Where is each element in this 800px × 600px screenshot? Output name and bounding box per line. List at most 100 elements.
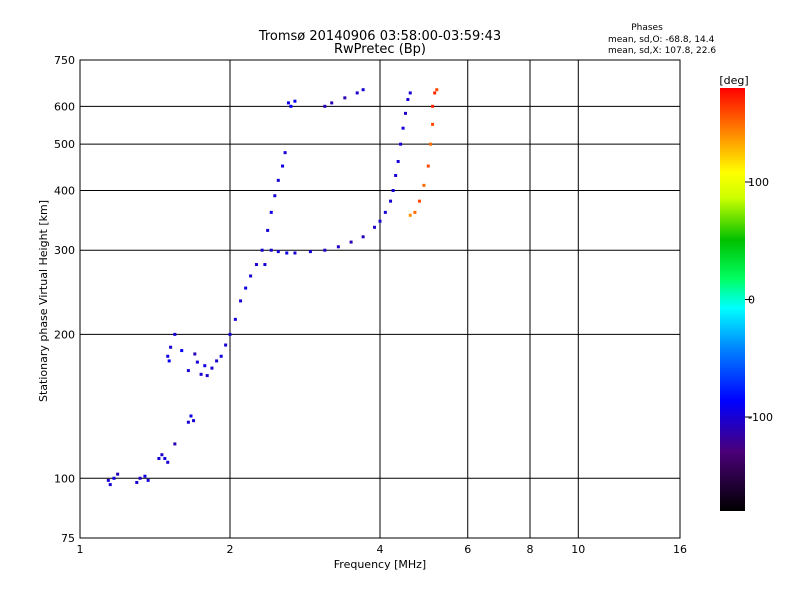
data-point — [435, 88, 439, 92]
y-tick-label: 600 — [54, 100, 75, 113]
data-point — [219, 354, 223, 358]
data-point — [143, 474, 147, 478]
x-tick-label: 16 — [673, 543, 687, 556]
data-point — [343, 96, 347, 100]
data-point — [283, 151, 287, 155]
data-point — [157, 456, 161, 460]
data-point — [166, 460, 170, 464]
info-mean-o: mean, sd,O: -68.8, 14.4 — [608, 35, 715, 45]
data-point — [349, 240, 353, 244]
data-point — [146, 478, 150, 482]
x-tick-label: 6 — [464, 543, 471, 556]
info-mean-x: mean, sd,X: 107.8, 22.6 — [608, 46, 716, 56]
data-point — [108, 483, 112, 487]
data-point — [215, 359, 219, 363]
data-point — [167, 359, 171, 363]
data-point — [116, 472, 120, 476]
y-tick-label: 200 — [54, 328, 75, 341]
data-point — [186, 369, 190, 373]
data-point — [373, 225, 377, 229]
data-point — [263, 263, 267, 267]
colorbar-tick-label: 0 — [748, 294, 755, 307]
data-point — [224, 343, 228, 347]
data-point — [281, 164, 285, 168]
data-point — [308, 250, 312, 254]
x-tick-label: 8 — [527, 543, 534, 556]
data-point — [276, 250, 280, 254]
chart-subtitle: RwPretec (Bp) — [334, 42, 426, 57]
y-tick-label: 500 — [54, 138, 75, 151]
data-point — [138, 476, 142, 480]
data-point — [228, 332, 232, 336]
data-point — [394, 173, 398, 177]
colorbar-tick-label: 100 — [748, 176, 769, 189]
data-point — [173, 332, 177, 336]
data-point — [408, 213, 412, 217]
data-point — [403, 111, 407, 115]
data-point — [205, 374, 209, 378]
colorbar-ticks: 100 0 -100 — [745, 176, 773, 424]
data-point — [396, 159, 400, 163]
x-tick-label: 10 — [571, 543, 585, 556]
colorbar — [720, 88, 745, 511]
y-tick-label: 300 — [54, 244, 75, 257]
chart-title: Tromsø 20140906 03:58:00-03:59:43 — [258, 29, 501, 44]
data-point — [378, 219, 382, 223]
data-point — [293, 251, 297, 255]
data-point — [431, 104, 435, 108]
data-point — [169, 345, 173, 349]
data-point — [323, 104, 327, 108]
data-point — [426, 164, 430, 168]
data-point — [269, 248, 273, 252]
data-point — [193, 352, 197, 356]
data-points — [106, 88, 439, 487]
data-point — [233, 317, 237, 321]
data-point — [293, 99, 297, 103]
data-point — [361, 88, 365, 92]
data-point — [239, 299, 243, 303]
data-point — [173, 442, 177, 446]
data-point — [186, 420, 190, 424]
data-point — [417, 199, 421, 203]
data-point — [413, 210, 417, 214]
data-point — [389, 199, 393, 203]
data-point — [323, 248, 327, 252]
data-point — [244, 286, 248, 290]
x-tick-label: 4 — [377, 543, 384, 556]
data-point — [406, 98, 410, 102]
x-tick-label: 1 — [77, 543, 84, 556]
data-point — [355, 91, 359, 95]
data-point — [399, 142, 403, 146]
data-point — [286, 101, 290, 105]
y-tick-label: 100 — [54, 472, 75, 485]
data-point — [383, 210, 387, 214]
data-point — [166, 354, 170, 358]
data-point — [260, 248, 264, 252]
data-point — [330, 101, 334, 105]
data-point — [266, 228, 270, 232]
x-tick-label: 2 — [227, 543, 234, 556]
data-point — [285, 251, 289, 255]
x-axis-label: Frequency [MHz] — [334, 558, 426, 571]
data-point — [431, 122, 435, 126]
data-point — [210, 366, 214, 370]
data-point — [180, 349, 184, 353]
data-point — [195, 360, 199, 364]
y-axis-label: Stationary phase Virtual Height [km] — [37, 200, 50, 402]
data-point — [203, 364, 207, 368]
data-point — [289, 104, 293, 108]
data-point — [135, 480, 139, 484]
data-point — [428, 142, 432, 146]
axis-ticks: 1 2 4 6 8 10 16 75 100 200 300 400 500 600 750 — [54, 54, 687, 556]
data-point — [361, 235, 365, 239]
data-point — [401, 126, 405, 130]
plot-frame — [79, 59, 681, 539]
data-point — [276, 178, 280, 182]
colorbar-tick-label: -100 — [748, 411, 773, 424]
grid — [80, 60, 680, 538]
info-heading: Phases — [631, 23, 663, 33]
data-point — [192, 419, 196, 423]
data-point — [254, 263, 258, 267]
y-tick-label: 750 — [54, 54, 75, 67]
